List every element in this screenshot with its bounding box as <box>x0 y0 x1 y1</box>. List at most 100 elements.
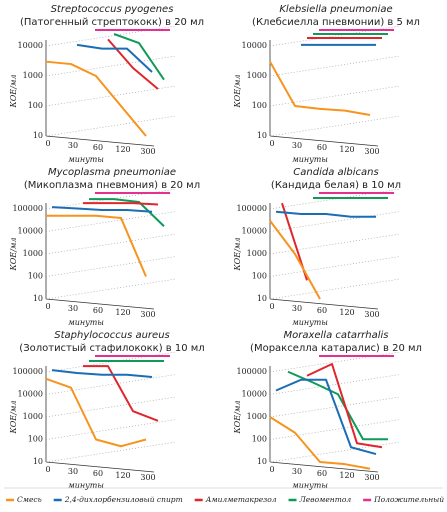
series-line: Амилметакрезол <box>107 38 159 90</box>
x-tick-label: 300 <box>364 310 379 319</box>
grid-line <box>45 351 177 373</box>
y-tick-label: 10 <box>33 294 43 303</box>
y-tick-label: 100 <box>28 272 43 281</box>
y-tick-label: 10 <box>257 457 267 466</box>
x-tick-label: 60 <box>317 143 327 152</box>
x-tick-label: 60 <box>93 306 103 315</box>
legend-label: Амилметакрезол <box>205 495 277 504</box>
x-tick-label: 30 <box>292 304 302 313</box>
x-axis-label: минуты <box>292 481 328 490</box>
series-line: Смесь <box>45 60 147 137</box>
x-tick-label: 60 <box>317 469 327 478</box>
y-axis-label: КОЕ/мл <box>9 400 18 434</box>
chart-title: Klebsiella pneumoniae <box>279 4 392 15</box>
x-tick-label: 30 <box>68 304 78 313</box>
series-line: 2,4-дихлорбензиловый спирт <box>51 369 153 378</box>
y-tick-label: 1000 <box>247 71 267 80</box>
y-axis-label: КОЕ/мл <box>233 74 242 108</box>
x-tick-label: 0 <box>269 139 274 148</box>
x-tick-label: 0 <box>45 465 50 474</box>
grid-line <box>45 85 177 107</box>
x-tick-label: 120 <box>339 308 354 317</box>
grid-line <box>269 233 401 255</box>
y-tick-label: 10000 <box>242 390 267 399</box>
grid-line <box>45 419 177 440</box>
y-tick-label: 100 <box>252 101 267 110</box>
y-tick-label: 1000 <box>23 249 43 258</box>
grid-line <box>269 419 401 440</box>
grid-line <box>269 351 401 373</box>
x-tick-label: 0 <box>269 302 274 311</box>
x-tick-label: 120 <box>115 145 130 154</box>
y-axis-label: КОЕ/мл <box>233 237 242 271</box>
y-tick-label: 100 <box>28 101 43 110</box>
x-tick-label: 30 <box>292 467 302 476</box>
chart-subtitle: (Золотистый стафилококк) в 10 мл <box>19 343 204 354</box>
grid-line <box>45 441 177 463</box>
grid-line <box>45 233 177 255</box>
legend-label: Смесь <box>17 495 42 504</box>
x-axis-label: минуты <box>68 481 104 490</box>
grid-line <box>269 188 401 210</box>
y-tick-label: 10 <box>33 457 43 466</box>
grid-line <box>45 211 177 232</box>
grid-line <box>269 55 401 77</box>
chart-subtitle: (Патогенный стрептококк) в 20 мл <box>20 17 204 28</box>
y-tick-label: 100 <box>28 435 43 444</box>
x-tick-label: 30 <box>68 141 78 150</box>
x-axis <box>45 298 155 310</box>
x-axis <box>45 135 155 147</box>
chart-title: Mycoplasma pneumoniae <box>48 167 176 178</box>
y-tick-label: 10000 <box>242 227 267 236</box>
grid-line <box>45 25 177 47</box>
series-line: Смесь <box>269 416 371 470</box>
x-tick-label: 300 <box>364 473 379 482</box>
y-tick-label: 1000 <box>23 71 43 80</box>
chart-subtitle: (Моракселла катаралис) в 20 мл <box>250 343 422 354</box>
x-axis-label: минуты <box>292 318 328 327</box>
x-axis <box>269 461 379 473</box>
grid-line <box>269 115 401 137</box>
x-tick-label: 0 <box>45 302 50 311</box>
legend-label: Положительный <box>373 495 444 504</box>
chart-subtitle: (Микоплазма пневмония) в 20 мл <box>24 180 200 191</box>
x-axis <box>269 135 379 147</box>
x-tick-label: 120 <box>339 145 354 154</box>
y-tick-label: 100 <box>252 435 267 444</box>
x-axis-label: минуты <box>68 318 104 327</box>
x-tick-label: 300 <box>364 147 379 156</box>
y-tick-label: 1000 <box>23 412 43 421</box>
series-line: Амилметакрезол <box>83 365 159 422</box>
chart-title: Staphylococcus aureus <box>54 330 170 341</box>
chart-title: Streptococcus pyogenes <box>51 4 174 15</box>
chart-title: Moraxella catarrhalis <box>283 330 388 341</box>
y-tick-label: 1000 <box>247 412 267 421</box>
legend-label: Левоментол <box>299 495 352 504</box>
series-line: Левоментол <box>113 33 165 81</box>
x-tick-label: 120 <box>115 308 130 317</box>
y-tick-label: 10 <box>33 131 43 140</box>
y-axis-label: КОЕ/мл <box>9 74 18 108</box>
y-tick-label: 100000 <box>236 367 267 376</box>
x-tick-label: 120 <box>339 471 354 480</box>
series-line: Смесь <box>269 61 371 117</box>
grid-line <box>45 188 177 210</box>
series-line: 2,4-дихлорбензиловый спирт <box>275 210 376 218</box>
y-tick-label: 100000 <box>12 204 43 213</box>
grid-line <box>45 278 177 300</box>
x-tick-label: 0 <box>269 465 274 474</box>
y-tick-label: 10000 <box>242 41 267 50</box>
series-line: 2,4-дихлорбензиловый спирт <box>76 43 153 73</box>
grid-line <box>269 211 401 232</box>
grid-line <box>269 85 401 107</box>
x-axis-label: минуты <box>68 155 104 164</box>
x-tick-label: 30 <box>292 141 302 150</box>
y-tick-label: 100 <box>252 272 267 281</box>
chart-subtitle: (Кандида белая) в 10 мл <box>271 180 401 191</box>
y-tick-label: 10 <box>257 294 267 303</box>
y-tick-label: 10000 <box>18 41 43 50</box>
y-tick-label: 10 <box>257 131 267 140</box>
grid-line <box>45 55 177 77</box>
grid-line <box>269 256 401 277</box>
